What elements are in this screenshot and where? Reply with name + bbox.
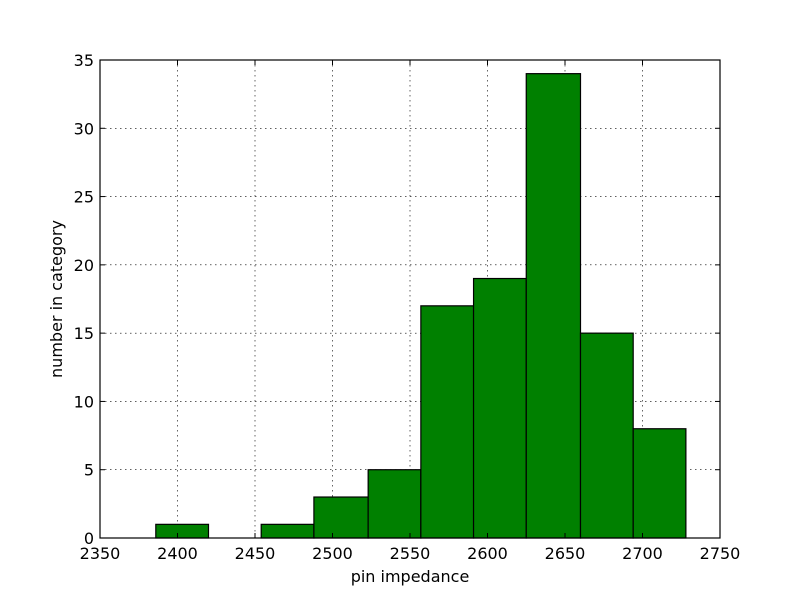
- histogram-bar: [155, 523, 210, 539]
- y-tick-label: 25: [74, 188, 94, 207]
- histogram-bar: [260, 523, 315, 539]
- histogram-bar: [579, 332, 634, 539]
- y-tick-label: 5: [84, 461, 94, 480]
- histogram-bar: [367, 469, 422, 539]
- histogram-bar: [472, 277, 527, 539]
- histogram-bar: [313, 496, 369, 539]
- y-tick-label: 15: [74, 324, 94, 343]
- x-axis-label: pin impedance: [351, 567, 470, 586]
- x-tick-label: 2350: [80, 544, 121, 563]
- y-tick-labels: 0 5 10 15 20 25 30 35: [74, 51, 94, 548]
- x-tick-label: 2500: [312, 544, 353, 563]
- x-tick-label: 2450: [235, 544, 276, 563]
- y-tick-label: 30: [74, 119, 94, 138]
- x-tick-label: 2700: [622, 544, 663, 563]
- x-tick-label: 2750: [700, 544, 741, 563]
- axis-ticks: [99, 59, 721, 539]
- histogram-bar: [420, 305, 475, 539]
- bars: [155, 73, 687, 539]
- x-tick-labels: 2350 2400 2450 2500 2550 2600 2650 2700 2750: [80, 544, 741, 563]
- x-tick-label: 2600: [467, 544, 508, 563]
- x-tick-label: 2550: [390, 544, 431, 563]
- y-axis-label: number in category: [47, 220, 66, 378]
- y-tick-label: 20: [74, 256, 94, 275]
- histogram-bar: [525, 73, 582, 539]
- x-tick-label: 2400: [157, 544, 198, 563]
- y-tick-label: 35: [74, 51, 94, 70]
- y-tick-label: 10: [74, 392, 94, 411]
- x-tick-label: 2650: [545, 544, 586, 563]
- y-tick-label: 0: [84, 529, 94, 548]
- histogram-bar: [632, 428, 687, 539]
